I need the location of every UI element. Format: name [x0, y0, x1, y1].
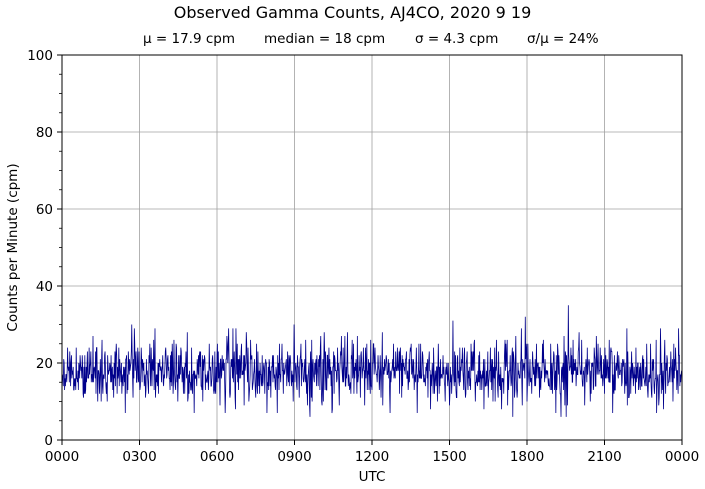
- x-tick-label: 2100: [587, 449, 621, 465]
- stat-mean: μ = 17.9 cpm: [143, 31, 235, 47]
- series-line: [61, 305, 682, 417]
- x-tick-label: 0900: [277, 449, 311, 465]
- y-tick-label: 40: [36, 279, 53, 295]
- y-tick-label: 20: [36, 356, 53, 372]
- series-group: [61, 305, 682, 417]
- y-axis: 0 20 40 60 80 100: [27, 48, 62, 449]
- x-tick-label: 0600: [200, 449, 234, 465]
- x-tick-label: 1200: [355, 449, 389, 465]
- stat-sigma: σ = 4.3 cpm: [415, 31, 499, 47]
- x-axis: 0000 0300 0600 0900 1200 1500 1800 2100 0000: [45, 440, 699, 465]
- y-tick-label: 60: [36, 202, 53, 218]
- x-tick-label: 0300: [122, 449, 156, 465]
- y-tick-label: 80: [36, 125, 53, 141]
- x-tick-label: 1500: [432, 449, 466, 465]
- stat-median: median = 18 cpm: [264, 31, 386, 47]
- y-axis-label: Counts per Minute (cpm): [5, 163, 21, 331]
- x-tick-label: 1800: [510, 449, 544, 465]
- y-tick-label: 0: [44, 433, 53, 449]
- stat-cv: σ/μ = 24%: [527, 31, 599, 47]
- y-tick-label: 100: [27, 48, 53, 64]
- x-tick-label: 0000: [45, 449, 79, 465]
- grid-lines: [62, 55, 682, 440]
- x-tick-label: 0000: [665, 449, 699, 465]
- x-axis-label: UTC: [359, 469, 386, 485]
- chart-title: Observed Gamma Counts, AJ4CO, 2020 9 19: [173, 3, 532, 22]
